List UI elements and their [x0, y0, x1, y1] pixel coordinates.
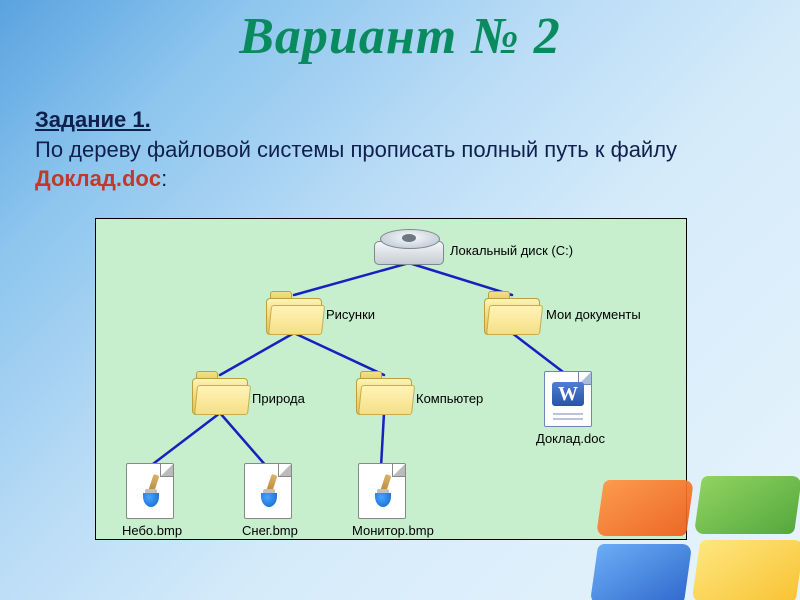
tree-edge — [220, 333, 294, 375]
tree-label-comp: Компьютер — [416, 391, 483, 406]
tree-edge — [381, 413, 384, 467]
tree-node-root — [374, 229, 444, 265]
tree-label-doklad: Доклад.doc — [536, 431, 605, 446]
tree-node-snow — [244, 463, 290, 517]
tree-label-monitor: Монитор.bmp — [352, 523, 434, 538]
image-file-icon — [244, 463, 292, 519]
tree-edge — [149, 413, 220, 467]
tree-label-snow: Снег.bmp — [242, 523, 298, 538]
slide-title: Вариант № 2 — [0, 7, 800, 66]
tree-node-nature — [192, 371, 248, 415]
title-text: Вариант № 2 — [239, 8, 561, 65]
tree-node-docs — [484, 291, 540, 335]
folder-icon — [192, 371, 248, 415]
task-line-suffix: : — [161, 166, 167, 191]
tree-node-monitor — [358, 463, 404, 517]
tree-label-root: Локальный диск (C:) — [450, 243, 573, 258]
image-file-icon — [126, 463, 174, 519]
folder-icon — [356, 371, 412, 415]
tree-node-doklad: W — [544, 371, 590, 425]
task-line-prefix: По дереву файловой системы прописать пол… — [35, 137, 677, 162]
tree-node-sky — [126, 463, 172, 517]
folder-icon — [484, 291, 540, 335]
tree-label-docs: Мои документы — [546, 307, 641, 322]
tree-node-comp — [356, 371, 412, 415]
hard-drive-icon — [374, 229, 444, 265]
tree-edge — [220, 413, 267, 467]
word-file-icon: W — [544, 371, 592, 427]
slide: Вариант № 2 Задание 1. По дереву файлово… — [0, 0, 800, 600]
folder-icon — [266, 291, 322, 335]
tree-label-nature: Природа — [252, 391, 305, 406]
tree-label-sky: Небо.bmp — [122, 523, 182, 538]
image-file-icon — [358, 463, 406, 519]
task-heading: Задание 1. — [35, 107, 151, 132]
windows-logo — [560, 470, 800, 600]
task-filename: Доклад.doc — [35, 166, 161, 191]
task-block: Задание 1. По дереву файловой системы пр… — [35, 105, 765, 194]
tree-edge — [512, 333, 567, 375]
tree-node-pics — [266, 291, 322, 335]
tree-edge — [294, 333, 384, 375]
tree-label-pics: Рисунки — [326, 307, 375, 322]
